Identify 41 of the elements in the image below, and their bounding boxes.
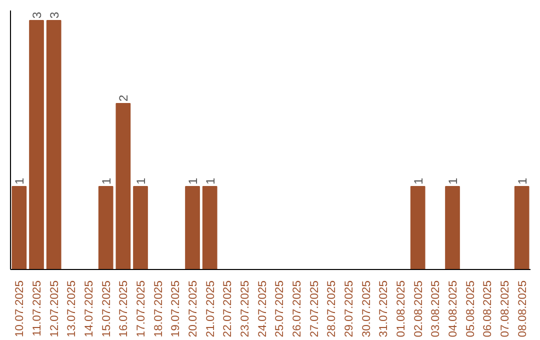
x-tick-label: 01.08.2025 — [396, 280, 408, 338]
x-tick-label: 07.08.2025 — [500, 280, 512, 338]
x-tick-label: 17.07.2025 — [136, 280, 148, 338]
x-tick-label: 29.07.2025 — [344, 280, 356, 338]
data-label: 1 — [186, 177, 200, 184]
x-tick-label: 12.07.2025 — [48, 280, 61, 338]
x-tick-label: 19.07.2025 — [170, 280, 182, 338]
x-tick-label: 06.08.2025 — [482, 280, 494, 338]
data-label: 3 — [30, 11, 44, 18]
x-tick-label: 05.08.2025 — [464, 280, 477, 338]
data-label: 2 — [116, 94, 131, 102]
data-label: 1 — [12, 177, 27, 184]
data-label: 1 — [515, 177, 530, 184]
data-label: 1 — [99, 177, 114, 184]
data-label: 1 — [134, 177, 148, 184]
x-tick-label: 02.08.2025 — [412, 280, 425, 338]
data-label: 3 — [47, 11, 62, 18]
x-tick-label: 03.08.2025 — [430, 280, 442, 338]
x-tick-label: 30.07.2025 — [360, 280, 373, 338]
x-tick-label: 14.07.2025 — [84, 280, 96, 338]
x-tick-label: 08.08.2025 — [516, 280, 529, 338]
x-tick-label: 16.07.2025 — [118, 280, 130, 338]
data-label: 1 — [411, 177, 426, 184]
x-tick-label: 13.07.2025 — [66, 280, 78, 338]
x-tick-label: 15.07.2025 — [100, 280, 113, 338]
x-tick-label: 24.07.2025 — [256, 280, 269, 338]
data-label: 1 — [446, 177, 460, 184]
x-tick-label: 10.07.2025 — [14, 280, 26, 338]
data-label: 1 — [203, 177, 218, 184]
x-tick-label: 21.07.2025 — [204, 280, 217, 338]
x-tick-label: 11.07.2025 — [32, 280, 44, 336]
x-tick-label: 23.07.2025 — [240, 280, 252, 338]
x-tick-label: 26.07.2025 — [292, 280, 304, 338]
x-tick-label: 04.08.2025 — [448, 280, 460, 338]
x-tick-label: 28.07.2025 — [326, 280, 338, 338]
x-tick-label: 18.07.2025 — [152, 280, 165, 338]
x-tick-label: 22.07.2025 — [222, 280, 234, 338]
x-tick-label: 25.07.2025 — [274, 280, 286, 338]
x-tick-label: 20.07.2025 — [188, 280, 200, 338]
x-tick-label: 27.07.2025 — [308, 280, 321, 338]
x-tick-label: 31.07.2025 — [378, 280, 390, 338]
